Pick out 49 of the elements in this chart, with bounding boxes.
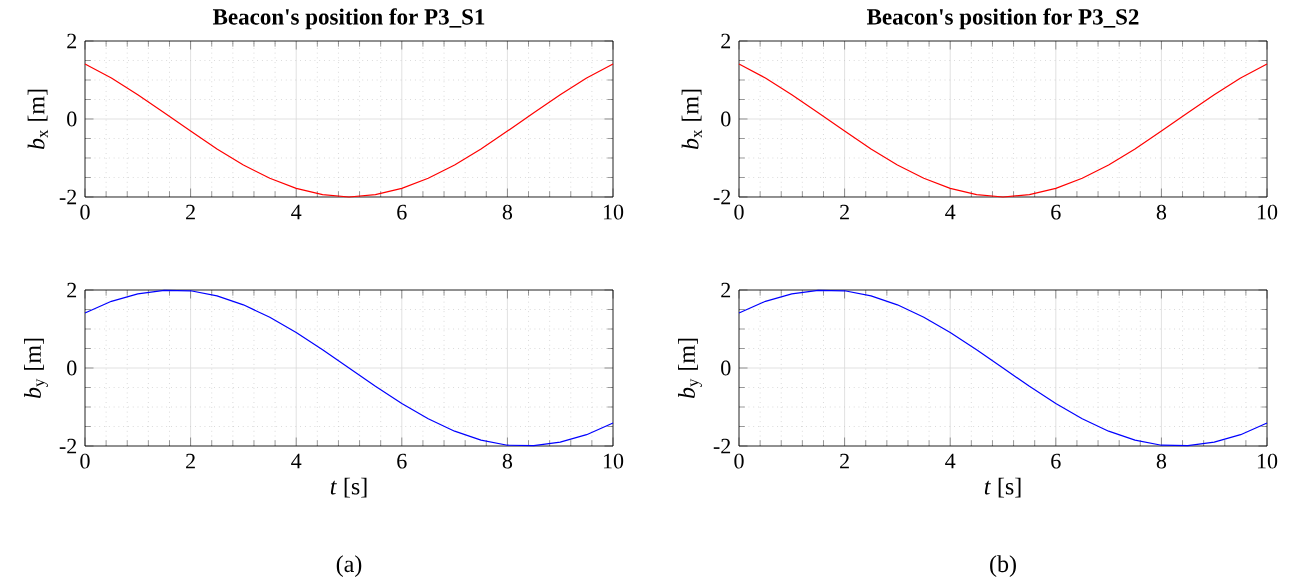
line-series (738, 289, 1268, 447)
y-tick-label: 2 (721, 33, 731, 49)
x-tick-label: 0 (734, 453, 744, 469)
x-tick-label: 0 (734, 204, 744, 220)
x-tick-label: 6 (397, 204, 407, 220)
y-axis-title: b$_{y}$ [m] (24, 338, 48, 399)
x-tick-label: 6 (1051, 453, 1061, 469)
x-tick-label: 8 (1156, 453, 1167, 469)
x-tick-label: 8 (502, 453, 513, 469)
x-tick-label: 8 (1156, 204, 1167, 220)
y-tick-label: -2 (59, 438, 77, 454)
y-tick-label: -2 (59, 189, 77, 205)
x-tick-label: 8 (502, 204, 513, 220)
x-tick-label: 4 (945, 453, 956, 469)
x-tick-label: 10 (603, 204, 624, 220)
chart-title: Beacon's position for P3_S2 (866, 8, 1139, 30)
x-tick-label: 10 (1257, 453, 1278, 469)
x-axis-title: t [s] (984, 477, 1021, 498)
chart-title: Beacon's position for P3_S1 (212, 8, 485, 30)
x-tick-label: 4 (291, 453, 302, 469)
text: (b) (990, 555, 1016, 578)
y-tick-label: 0 (721, 111, 731, 127)
x-tick-label: 6 (397, 453, 407, 469)
y-axis-title: b$_{y}$ [m] (678, 338, 702, 399)
y-tick-label: -2 (713, 189, 731, 205)
x-tick-label: 2 (840, 204, 849, 220)
y-tick-label: 2 (67, 282, 77, 298)
y-tick-label: 0 (67, 360, 77, 376)
line-series (738, 63, 1268, 198)
y-tick-label: 2 (67, 33, 77, 49)
x-tick-label: 4 (945, 204, 956, 220)
x-tick-label: 10 (1257, 204, 1278, 220)
y-tick-label: -2 (713, 438, 731, 454)
x-tick-label: 2 (840, 453, 849, 469)
text: (a) (336, 555, 362, 578)
y-axis-title: b$_{x}$ [m] (681, 89, 702, 150)
x-axis-title: t [s] (330, 477, 367, 498)
x-tick-label: 0 (80, 204, 90, 220)
y-tick-label: 2 (721, 282, 731, 298)
y-tick-label: 0 (721, 360, 731, 376)
y-tick-label: 0 (67, 111, 77, 127)
x-tick-label: 4 (291, 204, 302, 220)
x-tick-label: 10 (603, 453, 624, 469)
line-series (84, 63, 614, 198)
x-tick-label: 0 (80, 453, 90, 469)
x-tick-label: 2 (186, 204, 195, 220)
x-tick-label: 6 (1051, 204, 1061, 220)
y-axis-title: b$_{x}$ [m] (27, 89, 48, 150)
x-tick-label: 2 (186, 453, 195, 469)
